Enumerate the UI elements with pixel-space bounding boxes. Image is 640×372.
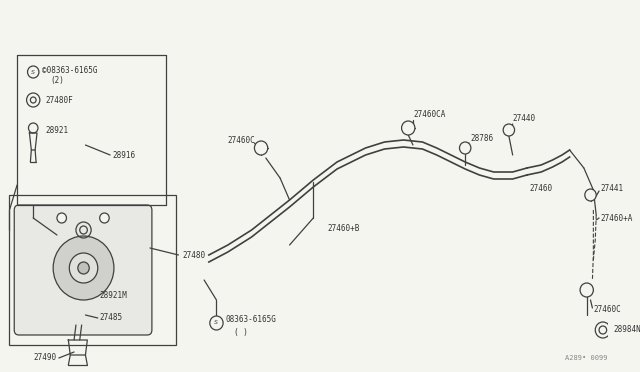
Circle shape: [27, 93, 40, 107]
Circle shape: [69, 253, 98, 283]
Text: 27460: 27460: [530, 183, 553, 192]
Circle shape: [210, 316, 223, 330]
Text: 27460CA: 27460CA: [413, 109, 445, 119]
Circle shape: [57, 213, 67, 223]
Text: 27460C: 27460C: [593, 305, 621, 314]
Circle shape: [401, 121, 415, 135]
Text: 27480F: 27480F: [45, 96, 74, 105]
Text: 27441: 27441: [600, 183, 623, 192]
Circle shape: [580, 283, 593, 297]
Circle shape: [78, 262, 89, 274]
Text: 27460+A: 27460+A: [600, 214, 632, 222]
Text: A289• 0099: A289• 0099: [565, 355, 607, 361]
Text: (2): (2): [51, 76, 64, 84]
Circle shape: [503, 124, 515, 136]
Circle shape: [460, 142, 471, 154]
Circle shape: [53, 236, 114, 300]
Text: 27460C: 27460C: [228, 135, 255, 144]
Text: ( ): ( ): [234, 327, 248, 337]
Text: 28921: 28921: [45, 125, 68, 135]
Text: 08363-6165G: 08363-6165G: [226, 315, 277, 324]
Circle shape: [28, 66, 39, 78]
FancyBboxPatch shape: [14, 205, 152, 335]
Text: 27485: 27485: [100, 314, 123, 323]
Text: 27490: 27490: [34, 353, 57, 362]
Text: 28916: 28916: [112, 151, 135, 160]
Text: 28786: 28786: [471, 134, 494, 142]
Text: 28921M: 28921M: [100, 291, 127, 299]
Circle shape: [595, 322, 611, 338]
Text: S: S: [31, 70, 35, 74]
Text: 28984N: 28984N: [613, 326, 640, 334]
Text: 27460+B: 27460+B: [328, 224, 360, 232]
Text: S: S: [214, 321, 218, 326]
Text: 27440: 27440: [513, 113, 536, 122]
Circle shape: [585, 189, 596, 201]
Text: 27480: 27480: [182, 250, 205, 260]
Circle shape: [255, 141, 268, 155]
Circle shape: [100, 213, 109, 223]
Text: ©08363-6165G: ©08363-6165G: [42, 65, 97, 74]
Bar: [10, 195, 175, 345]
